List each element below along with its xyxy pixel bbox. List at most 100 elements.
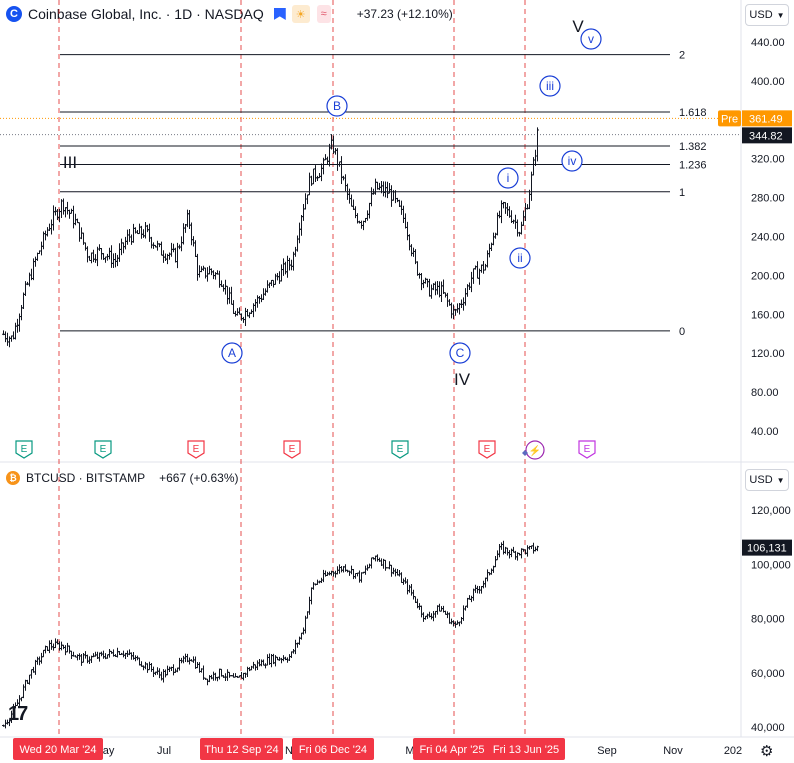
event-vlines <box>58 0 526 737</box>
wave-label-circle <box>221 342 243 364</box>
earnings-event <box>187 440 205 459</box>
chevron-down-icon: ▼ <box>776 475 785 485</box>
earnings-event-label: E <box>21 444 28 455</box>
last-price-tag <box>742 127 792 144</box>
axis-tick-label: 320.00 <box>751 154 785 166</box>
btc-price: 106,131 <box>747 543 787 555</box>
wave-label: iv <box>568 154 577 168</box>
pre-market-price-tag <box>742 110 792 127</box>
btc-price-tag <box>742 539 792 556</box>
axis-tick-label: 280.00 <box>751 193 785 205</box>
axis-tick-label: 40.00 <box>751 426 779 438</box>
btc-symbol-title[interactable]: BTCUSD · BITSTAMP <box>26 471 146 485</box>
wave-label-circle <box>580 28 602 50</box>
symbol-title[interactable]: Coinbase Global, Inc. · 1D · NASDAQ <box>28 6 264 22</box>
wave-label: V <box>572 17 584 36</box>
axis-tick-label: 80,000 <box>751 614 785 626</box>
wave-label-circle <box>539 75 561 97</box>
wave-label: v <box>588 32 594 46</box>
tradingview-logo[interactable]: 17 <box>8 703 28 725</box>
date-tag <box>200 738 283 760</box>
date-tag-label: Fri 13 Jun '25 <box>493 744 559 756</box>
time-axis-tick: M <box>405 745 414 757</box>
chevron-down-icon: ▼ <box>776 10 785 20</box>
wave-label: A <box>228 346 236 360</box>
fib-level-label: 1.236 <box>679 160 707 172</box>
date-tag <box>13 738 103 760</box>
axis-tick-label: 160.00 <box>751 309 785 321</box>
lightning-icon-glyph: ⚡ <box>529 444 541 457</box>
earnings-event-label: E <box>484 444 491 455</box>
date-tag <box>487 738 565 760</box>
last-price: 344.82 <box>749 130 783 142</box>
earnings-event-label: E <box>397 444 404 455</box>
date-tag-label: Fri 06 Dec '24 <box>299 744 367 756</box>
wave-label: i <box>507 171 510 185</box>
earnings-events[interactable]: E E E E E E E ⚡ <box>15 440 596 460</box>
diamond-icon <box>522 450 528 456</box>
time-axis-tick: Jul <box>157 745 171 757</box>
price-axis-main[interactable]: 440.00400.00360.00320.00280.00240.00200.… <box>751 37 785 438</box>
earnings-event-label: E <box>584 444 591 455</box>
earnings-event-label: E <box>289 444 296 455</box>
fib-level-label: 1 <box>679 187 685 199</box>
wave-label-circle <box>326 95 348 117</box>
earnings-event <box>94 440 112 459</box>
time-axis[interactable]: May Jul N M Sep Nov 202 <box>94 745 743 757</box>
date-tag-label: Thu 12 Sep '24 <box>204 744 278 756</box>
date-tag-label: Fri 04 Apr '25 <box>419 744 484 756</box>
earnings-event-label: E <box>100 444 107 455</box>
bitcoin-logo-icon: ₿ <box>6 471 20 485</box>
wave-label: C <box>456 346 465 360</box>
wave-label-circle <box>509 247 531 269</box>
date-tag-label: Wed 20 Mar '24 <box>19 744 96 756</box>
fib-level-label: 1.382 <box>679 141 707 153</box>
currency-selector[interactable]: USD ▼ <box>745 4 789 26</box>
wave-icon[interactable]: ≈ <box>316 5 331 23</box>
axis-tick-label: 400.00 <box>751 76 785 88</box>
price-change: +37.23 (+12.10%) <box>356 7 453 21</box>
axis-tick-label: 40,000 <box>751 722 785 734</box>
gear-icon[interactable]: ⚙ <box>760 743 774 760</box>
earnings-event <box>15 440 33 459</box>
flag-icon[interactable] <box>273 8 286 20</box>
date-tag <box>292 738 374 760</box>
sun-icon[interactable]: ☀ <box>291 5 310 23</box>
lightning-icon <box>525 440 545 460</box>
date-tag <box>413 738 491 760</box>
earnings-event <box>578 440 596 459</box>
price-axis-btc[interactable]: 120,000 100,000 80,000 60,000 40,000 <box>751 505 791 734</box>
pre-market-price: 361.49 <box>749 113 783 125</box>
wave-label: ii <box>517 251 522 265</box>
time-axis-tick: N <box>285 745 293 757</box>
time-axis-tick: 202 <box>724 745 742 757</box>
coin-candles <box>2 127 539 348</box>
axis-tick-label: 60,000 <box>751 668 785 680</box>
coinbase-logo-icon: C <box>6 6 22 22</box>
wave-label: B <box>333 99 341 113</box>
wave-label: IV <box>454 370 471 389</box>
wave-label-circle <box>449 342 471 364</box>
pre-market-label: Pre <box>721 113 738 125</box>
earnings-event <box>391 440 409 459</box>
axis-tick-label: 240.00 <box>751 232 785 244</box>
price-tags: Pre 361.49 344.82 106,131 <box>718 110 792 556</box>
axis-tick-label: 120.00 <box>751 348 785 360</box>
time-axis-tick: Nov <box>663 745 683 757</box>
wave-label-circle <box>497 167 519 189</box>
pre-market-tag <box>718 110 741 127</box>
btc-chart-header: ₿ BTCUSD · BITSTAMP +667 (+0.63%) <box>6 471 239 485</box>
wave-label-circle <box>561 150 583 172</box>
fib-level-label: 1.618 <box>679 107 707 119</box>
earnings-event <box>283 440 301 459</box>
currency-selector-btc[interactable]: USD ▼ <box>745 469 789 491</box>
earnings-event-label: E <box>193 444 200 455</box>
axis-tick-label: 80.00 <box>751 387 779 399</box>
axis-tick-label: 100,000 <box>751 559 791 571</box>
wave-label: iii <box>546 79 554 93</box>
axis-tick-label: 120,000 <box>751 505 791 517</box>
axis-tick-label: 440.00 <box>751 37 785 49</box>
fib-level-label: 2 <box>679 50 685 62</box>
wave-label: III <box>63 153 77 172</box>
